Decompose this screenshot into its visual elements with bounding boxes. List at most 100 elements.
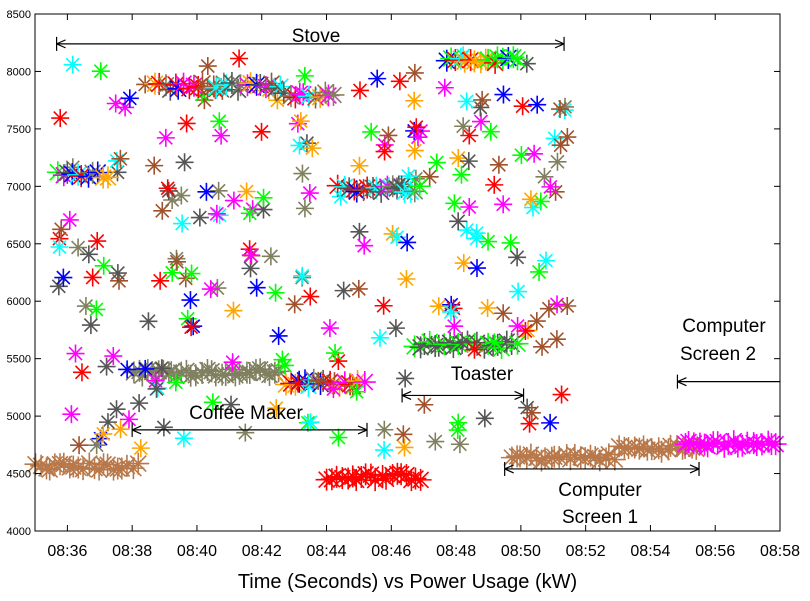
- data-point: [320, 319, 339, 338]
- y-tick-label: 6500: [7, 239, 31, 251]
- data-point: [551, 136, 570, 155]
- data-point: [404, 467, 427, 490]
- data-point: [409, 468, 432, 491]
- data-point: [293, 266, 312, 285]
- y-tick-label: 7500: [7, 124, 31, 136]
- data-point: [467, 259, 486, 278]
- data-point: [70, 436, 89, 455]
- data-point: [230, 49, 249, 68]
- data-point: [445, 317, 464, 336]
- data-point: [408, 128, 427, 147]
- y-tick-label: 4500: [7, 469, 31, 481]
- data-point: [375, 441, 394, 460]
- data-point: [210, 112, 229, 131]
- y-tick-label: 5000: [7, 411, 31, 423]
- data-point: [375, 467, 398, 490]
- data-point: [91, 62, 110, 81]
- data-point: [375, 420, 394, 439]
- annotation-computer-screen-2: Computer Screen 2: [676, 316, 780, 389]
- data-point: [241, 246, 260, 265]
- data-point: [49, 277, 68, 296]
- data-point: [501, 233, 520, 252]
- data-point: [485, 175, 504, 194]
- data-point: [177, 114, 196, 133]
- data-point: [158, 179, 177, 198]
- data-point: [81, 316, 100, 335]
- data-point: [479, 232, 498, 251]
- data-point: [94, 424, 113, 443]
- data-point: [415, 395, 434, 414]
- data-point: [494, 195, 513, 214]
- annotation-stove: Stove: [55, 26, 565, 51]
- data-point: [459, 152, 478, 171]
- data-point: [285, 295, 304, 314]
- annotation-label: Coffee Maker: [189, 403, 303, 424]
- data-point: [60, 210, 79, 229]
- data-point: [166, 373, 185, 392]
- data-point: [334, 281, 353, 300]
- data-point: [481, 122, 500, 141]
- x-tick-label: 08:54: [630, 543, 670, 560]
- data-point: [353, 371, 376, 394]
- data-point: [764, 433, 787, 456]
- data-point: [398, 233, 417, 252]
- data-point: [131, 439, 150, 458]
- y-tick-label: 6000: [7, 296, 31, 308]
- data-point: [289, 374, 308, 393]
- data-point: [136, 359, 155, 378]
- x-tick-label: 08:48: [436, 543, 476, 560]
- annotation-computer-screen-1: Computer Screen 1: [504, 461, 700, 528]
- data-point: [509, 445, 532, 468]
- data-point: [301, 287, 320, 306]
- data-point: [111, 149, 130, 168]
- y-tick-label: 7000: [7, 181, 31, 193]
- y-tick-label: 8500: [7, 9, 31, 21]
- data-point: [405, 63, 424, 82]
- y-tick-label: 5500: [7, 354, 31, 366]
- data-point: [116, 98, 135, 117]
- data-point: [69, 238, 88, 257]
- data-point: [51, 109, 70, 128]
- data-point: [174, 429, 193, 448]
- x-tick-label: 08:44: [306, 543, 346, 560]
- data-point: [67, 163, 90, 186]
- data-point: [50, 238, 69, 257]
- data-point: [386, 319, 405, 338]
- annotation-label-line2: Screen 1: [562, 507, 638, 528]
- data-point: [167, 252, 186, 271]
- data-point: [88, 232, 107, 251]
- data-point: [397, 270, 416, 289]
- data-point: [83, 457, 106, 480]
- data-point: [541, 413, 560, 432]
- data-point: [96, 166, 119, 189]
- data-point: [145, 156, 164, 175]
- x-tick-label: 08:42: [242, 543, 282, 560]
- data-point: [390, 72, 409, 91]
- x-tick-label: 08:36: [47, 543, 87, 560]
- data-points: [24, 46, 787, 492]
- data-point: [541, 177, 560, 196]
- data-point: [375, 142, 394, 161]
- data-point: [76, 297, 95, 316]
- data-point: [394, 425, 413, 444]
- data-point: [252, 122, 271, 141]
- data-point: [224, 364, 247, 387]
- data-point: [154, 418, 173, 437]
- annotation-label-line1: Computer: [558, 480, 642, 501]
- data-point: [275, 356, 294, 375]
- y-tick-label: 8000: [7, 66, 31, 78]
- x-tick-label: 08:52: [566, 543, 606, 560]
- data-point: [309, 371, 328, 390]
- data-point: [379, 126, 398, 145]
- data-point: [521, 190, 540, 209]
- data-point: [209, 181, 228, 200]
- x-tick-label: 08:56: [695, 543, 735, 560]
- data-point: [295, 199, 314, 218]
- data-point: [387, 228, 406, 247]
- data-point: [173, 214, 192, 233]
- data-point: [212, 126, 231, 145]
- data-point: [223, 353, 242, 372]
- data-point: [456, 330, 479, 353]
- data-point: [552, 385, 571, 404]
